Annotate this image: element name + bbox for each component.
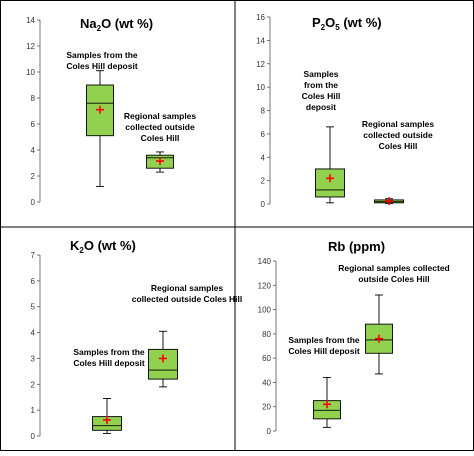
chart-panel-4: 0 20 40 60 80 100 120 140 Rb (ppm) Regional sampl… [258, 239, 450, 436]
y-tick-label: 1 [31, 406, 36, 415]
y-tick-label: 80 [262, 330, 271, 339]
box-plot-1 [86, 70, 114, 187]
annotation-label: Samples from the Coles Hill deposit [66, 50, 138, 71]
y-tick-label: 4 [31, 329, 36, 338]
y-tick-label: 7 [31, 251, 36, 260]
box-plot-2 [148, 330, 178, 388]
y-tick-label: 120 [258, 281, 272, 290]
y-tick-label: 2 [261, 177, 266, 186]
panel-title: Na2O (wt %) [80, 16, 153, 33]
y-tick-label: 12 [256, 60, 265, 69]
panel-title: K2O (wt %) [70, 238, 136, 255]
y-tick-label: 6 [31, 277, 36, 286]
annotation-label: Samples from the Coles Hill deposit [302, 69, 341, 112]
panel-title: Rb (ppm) [328, 239, 385, 254]
annotation-label: Regional samples collected outside Coles … [132, 283, 243, 304]
y-tick-label: 0 [31, 432, 36, 441]
y-tick-label: 60 [262, 354, 271, 363]
iqr-box [148, 348, 178, 380]
y-tick-label: 0 [31, 198, 36, 207]
y-tick-label: 16 [256, 13, 265, 22]
box-plot-2 [146, 151, 174, 173]
chart-panel-1: 0 2 4 6 8 10 12 14 Na2O (wt %) Samples from the Co… [26, 16, 196, 207]
y-tick-label: 0 [261, 200, 266, 209]
box-plot-1 [92, 398, 122, 434]
y-tick-label: 12 [26, 42, 35, 51]
y-tick-label: 140 [258, 257, 272, 266]
y-tick-label: 6 [261, 130, 266, 139]
y-tick-label: 4 [31, 146, 36, 155]
annotation-label: Regional samples collected outside Coles H… [362, 119, 435, 151]
annotation-label: Samples from the Coles Hill deposit [288, 335, 360, 356]
y-tick-label: 10 [26, 68, 35, 77]
chart-panel-2: 0 2 4 6 8 10 12 14 16 P2O5 (wt %) Samples from the C… [256, 13, 434, 209]
y-tick-label: 14 [26, 16, 35, 25]
box-plot-2 [374, 197, 404, 206]
y-tick-label: 2 [31, 172, 36, 181]
y-tick-label: 40 [262, 378, 271, 387]
box-plot-1 [315, 126, 345, 204]
y-tick-label: 3 [31, 354, 36, 363]
chart-panel-3: 0 1 2 3 4 5 6 7 K2O (wt %) Regional samples collec… [31, 238, 243, 441]
y-tick-label: 5 [31, 303, 36, 312]
box-plot-2 [365, 294, 393, 375]
y-tick-label: 10 [256, 83, 265, 92]
annotation-label: Regional samples collected outside Coles H… [124, 111, 197, 143]
y-tick-label: 2 [31, 380, 36, 389]
y-tick-label: 8 [261, 107, 266, 116]
annotation-label: Samples from the Coles Hill deposit [73, 347, 145, 368]
y-tick-label: 6 [31, 120, 36, 129]
annotation-label: Regional samples collected outside Coles … [338, 263, 449, 284]
y-tick-label: 0 [267, 427, 272, 436]
y-tick-label: 4 [261, 153, 266, 162]
iqr-box [315, 168, 345, 198]
y-tick-label: 8 [31, 94, 36, 103]
y-tick-label: 20 [262, 403, 271, 412]
y-tick-label: 14 [256, 36, 265, 45]
y-tick-label: 100 [258, 306, 272, 315]
box-plot-1 [313, 377, 341, 428]
panel-title: P2O5 (wt %) [312, 15, 382, 32]
